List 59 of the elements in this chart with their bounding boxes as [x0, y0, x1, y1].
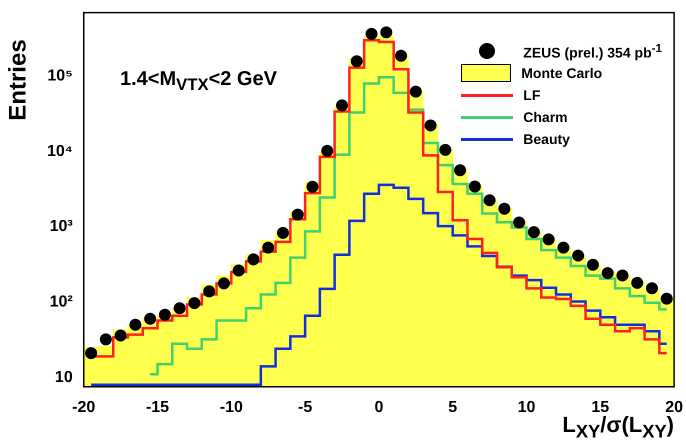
x-tick-label: -15	[146, 398, 170, 416]
point	[454, 164, 466, 176]
point	[321, 144, 334, 157]
point	[380, 26, 392, 38]
point	[513, 216, 526, 229]
point	[557, 242, 570, 254]
point	[144, 312, 156, 325]
legend-label: Monte Carlo	[521, 65, 602, 81]
y-tick-label: 10⁴	[46, 142, 73, 160]
y-tick-label: 10⁵	[47, 68, 73, 85]
point	[468, 180, 481, 193]
point	[631, 276, 644, 289]
point	[498, 202, 510, 215]
legend-label: Charm	[523, 109, 568, 125]
annotation: 1.4<M$_{VTX}$<2 GeV	[120, 68, 277, 95]
x-tick-label: -20	[72, 398, 96, 416]
y-tick-label: 10³	[50, 218, 73, 236]
point	[366, 28, 378, 40]
point	[232, 264, 245, 276]
point	[100, 333, 112, 346]
point	[616, 269, 628, 282]
point	[646, 282, 658, 294]
point	[306, 180, 318, 193]
point	[424, 119, 437, 132]
point	[203, 285, 216, 298]
point	[218, 277, 230, 290]
point	[158, 308, 171, 321]
point	[129, 318, 142, 331]
point	[586, 258, 599, 271]
point	[276, 226, 289, 239]
point	[410, 86, 422, 98]
point	[395, 50, 408, 62]
point	[350, 55, 363, 68]
x-tick-label: 10	[518, 398, 536, 416]
point	[85, 347, 98, 360]
point	[484, 194, 496, 206]
x-tick-label: 5	[448, 398, 458, 416]
legend-label: Beauty	[523, 131, 570, 147]
point	[602, 267, 614, 280]
point	[292, 208, 304, 221]
point	[114, 330, 127, 342]
y-axis-title: Entries	[4, 39, 33, 121]
point	[528, 226, 540, 238]
point	[247, 253, 260, 266]
x-tick-label: -10	[220, 398, 243, 416]
point	[174, 302, 186, 314]
point	[439, 144, 452, 156]
legend-label: LF	[523, 87, 540, 103]
y-tick-label: 10	[54, 368, 73, 386]
point	[336, 99, 348, 112]
x-tick-label: -5	[298, 398, 312, 416]
point	[660, 292, 673, 305]
point	[542, 233, 555, 246]
point	[188, 297, 200, 310]
legend-label: ZEUS (prel.) 354 pb$^{-1}$	[523, 42, 662, 60]
y-tick-label: 10²	[50, 294, 73, 311]
point	[572, 250, 584, 262]
x-tick-label: 0	[374, 398, 384, 416]
point	[262, 242, 274, 254]
